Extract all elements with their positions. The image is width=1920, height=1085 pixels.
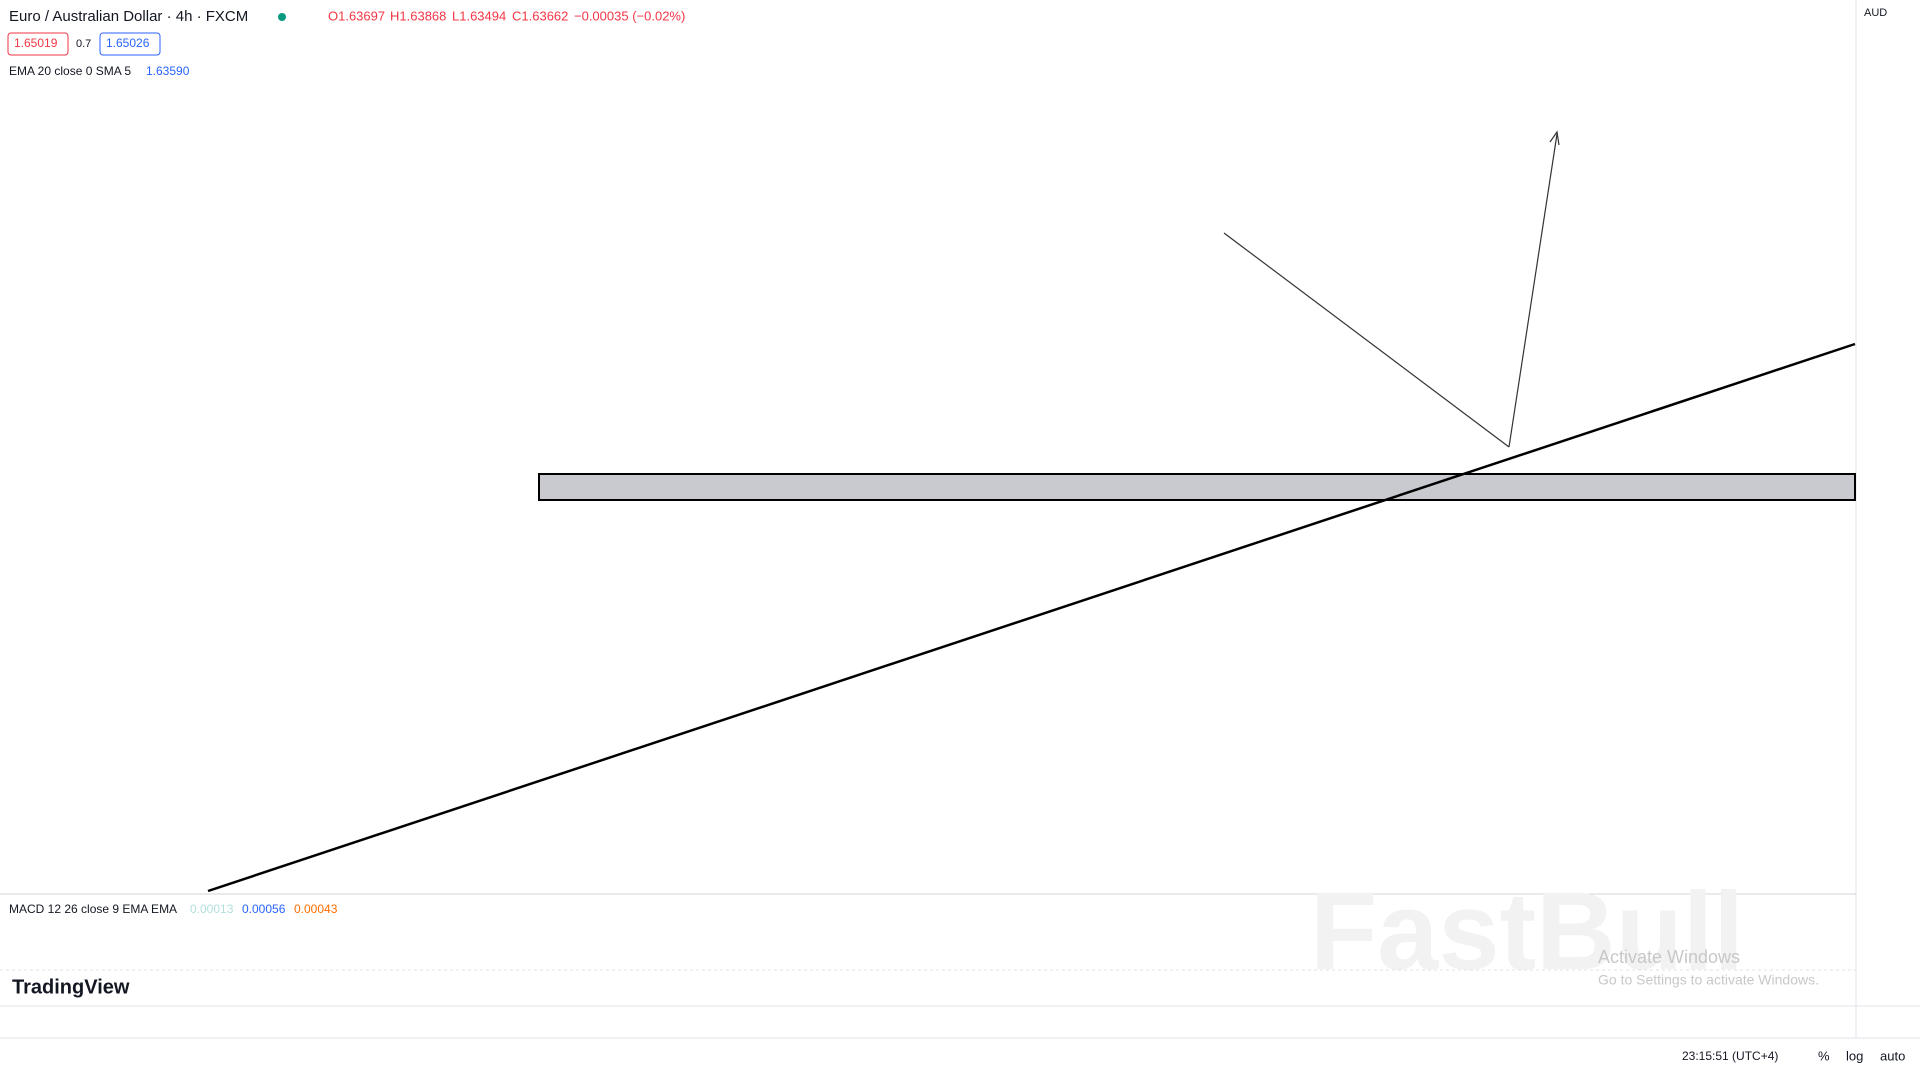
trend-line [207,342,1856,893]
currency[interactable]: AUD [1864,7,1887,19]
sell-button[interactable] [7,32,69,56]
log-toggle[interactable]: log [1846,1048,1863,1063]
clock: 23:15:51 (UTC+4) [1682,1049,1778,1063]
market-status [278,13,286,21]
arrow-head [1549,130,1560,146]
logo: TradingView [12,976,130,998]
resistance-line [1223,232,1510,448]
watermark: FastBull [1310,870,1744,993]
percent-toggle[interactable]: % [1818,1048,1830,1063]
change: −0.00035 (−0.02%) [574,8,685,23]
auto-toggle[interactable]: auto [1880,1048,1905,1063]
activate-windows: Activate Windows [1598,947,1740,967]
ohlc-open: O1.63697 [328,8,385,23]
spread: 0.7 [76,38,91,50]
macd-label: MACD 12 26 close 9 EMA EMA [9,902,177,916]
ohlc-low: L1.63494 [452,8,506,23]
macd-signal: 0.00043 [294,902,338,916]
ohlc-high: H1.63868 [390,8,446,23]
sell-price[interactable]: 1.65019 [14,36,58,50]
projection-arrow [1508,133,1558,448]
macd-hist: 0.00013 [190,902,234,916]
buy-button[interactable] [99,32,161,56]
ema-label: EMA 20 close 0 SMA 5 [9,64,131,78]
symbol-title: Euro / Australian Dollar · 4h · FXCM [9,8,248,25]
macd-value: 0.00056 [242,902,286,916]
ohlc-close: C1.63662 [512,8,568,23]
zone-rectangle [538,473,1856,501]
buy-price[interactable]: 1.65026 [106,36,150,50]
activate-windows-sub: Go to Settings to activate Windows. [1598,972,1819,988]
ema-value: 1.63590 [146,64,190,78]
